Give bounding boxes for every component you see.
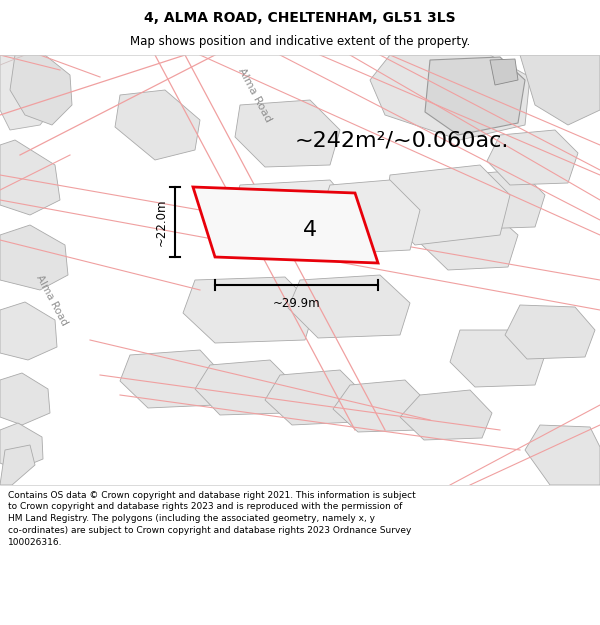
Polygon shape — [0, 445, 35, 485]
Polygon shape — [0, 140, 60, 215]
Polygon shape — [420, 210, 518, 270]
Polygon shape — [0, 423, 43, 470]
Polygon shape — [120, 350, 225, 408]
Polygon shape — [400, 390, 492, 440]
Text: Contains OS data © Crown copyright and database right 2021. This information is : Contains OS data © Crown copyright and d… — [8, 491, 416, 547]
Polygon shape — [487, 130, 578, 185]
Text: 4: 4 — [303, 220, 317, 240]
Text: Alma Road: Alma Road — [236, 66, 274, 124]
Polygon shape — [450, 330, 545, 387]
Text: 4, ALMA ROAD, CHELTENHAM, GL51 3LS: 4, ALMA ROAD, CHELTENHAM, GL51 3LS — [144, 11, 456, 24]
Polygon shape — [0, 55, 60, 130]
Polygon shape — [0, 373, 50, 425]
Polygon shape — [505, 305, 595, 359]
Text: Map shows position and indicative extent of the property.: Map shows position and indicative extent… — [130, 35, 470, 48]
Polygon shape — [265, 370, 365, 425]
Text: ~29.9m: ~29.9m — [272, 297, 320, 310]
Polygon shape — [318, 180, 420, 253]
Polygon shape — [370, 55, 530, 140]
Polygon shape — [230, 180, 360, 257]
Polygon shape — [450, 170, 545, 229]
Polygon shape — [193, 187, 378, 263]
Text: Alma Road: Alma Road — [34, 273, 70, 327]
Polygon shape — [183, 277, 315, 343]
Polygon shape — [490, 59, 518, 85]
Text: ~242m²/~0.060ac.: ~242m²/~0.060ac. — [295, 130, 509, 150]
Text: ~22.0m: ~22.0m — [155, 198, 168, 246]
Polygon shape — [235, 100, 340, 167]
Polygon shape — [525, 425, 600, 485]
Polygon shape — [115, 90, 200, 160]
Polygon shape — [385, 165, 510, 245]
Polygon shape — [520, 55, 600, 125]
Polygon shape — [0, 302, 57, 360]
Polygon shape — [425, 57, 525, 135]
Polygon shape — [10, 55, 72, 125]
Polygon shape — [0, 225, 68, 290]
Polygon shape — [195, 360, 295, 415]
Polygon shape — [288, 275, 410, 338]
Polygon shape — [333, 380, 428, 432]
